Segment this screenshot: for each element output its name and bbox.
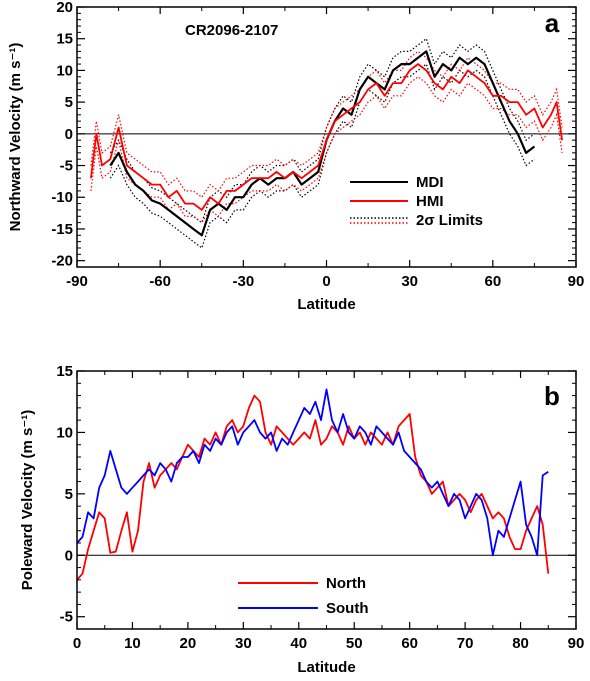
panel-a-series-0-band-lower (109, 63, 535, 249)
panel-a-x-axis-title: Latitude (297, 296, 355, 313)
panel-a-legend-label-2: 2σ Limits (416, 212, 483, 229)
panel-a-xtick-label-2: -30 (232, 273, 254, 290)
panel-a-series-0-band-upper (109, 37, 535, 224)
panel-a-xtick-label-0: -90 (66, 273, 88, 290)
panel-b-xtick-label-9: 90 (568, 635, 585, 652)
panel-b-ytick-label-4: 15 (56, 363, 73, 380)
panel-a-legend-label-0: MDI (416, 174, 444, 191)
panel-a-legend-label-1: HMI (416, 193, 444, 210)
panel-a-ytick-label-6: 10 (56, 62, 73, 79)
panel-a-ytick-label-2: -10 (51, 189, 73, 206)
panel-b-ytick-label-1: 0 (65, 547, 73, 564)
panel-a-ytick-label-7: 15 (56, 31, 73, 48)
panel-a-xtick-label-5: 60 (484, 273, 501, 290)
panel-b-xtick-label-3: 30 (235, 635, 252, 652)
panel-b-y-axis-title: Poleward Velocity (m s⁻¹) (19, 410, 36, 590)
panel-a-series-1-band-lower (90, 76, 563, 224)
panel-a-series-1-band-upper (90, 50, 563, 199)
panel-a-xtick-label-4: 30 (401, 273, 418, 290)
panel-a-ytick-label-4: 0 (65, 126, 73, 143)
panel-b-series-0-line (76, 394, 550, 581)
panel-b-xtick-label-0: 0 (73, 635, 81, 652)
panel-a-plot-frame (76, 6, 577, 268)
panel-a-xtick-label-1: -60 (149, 273, 171, 290)
panel-a-ytick-label-8: 20 (56, 0, 73, 16)
panel-b-xtick-label-4: 40 (290, 635, 307, 652)
panel-b-xtick-label-1: 10 (124, 635, 141, 652)
panel-a-letter: a (545, 8, 560, 38)
panel-b-letter: b (544, 381, 560, 411)
panel-a-xtick-label-3: 0 (322, 273, 330, 290)
panel-b-xtick-label-2: 20 (180, 635, 197, 652)
panel-b-ytick-label-3: 10 (56, 424, 73, 441)
panel-b-xtick-label-5: 50 (346, 635, 363, 652)
panel-b-xtick-label-6: 60 (401, 635, 418, 652)
panel-a-ytick-label-0: -20 (51, 253, 73, 270)
panel-b-ytick-label-0: -5 (60, 609, 73, 626)
panel-b-xtick-label-8: 80 (512, 635, 529, 652)
panel-a-series-1-line (90, 63, 563, 211)
panel-a-ytick-label-1: -15 (51, 221, 73, 238)
panel-a-annotation: CR2096-2107 (185, 22, 278, 39)
panel-b-xtick-label-7: 70 (457, 635, 474, 652)
panel-b-legend-label-1: South (326, 600, 369, 617)
panel-a-y-axis-title: Northward Velocity (m s⁻¹) (7, 43, 24, 232)
panel-a-chart: -90 -60 -30 0 30 60 90 -20 -15 -10 -5 0 5 10 15 20 Latit… (7, 0, 584, 313)
panel-a-xtick-label-6: 90 (568, 273, 585, 290)
panel-b-ytick-label-2: 5 (65, 486, 73, 503)
panel-b-series-1-line (76, 388, 549, 557)
panel-b-x-axis-title: Latitude (297, 659, 355, 676)
panel-a-ytick-label-5: 5 (65, 94, 73, 111)
panel-a-series-0-line (109, 50, 536, 237)
panel-a-ytick-label-3: -5 (60, 158, 73, 175)
panel-b-chart: 0 10 20 30 40 50 60 70 80 90-5051015LatitudePolew… (19, 363, 584, 676)
panel-b-legend-label-0: North (326, 575, 366, 592)
